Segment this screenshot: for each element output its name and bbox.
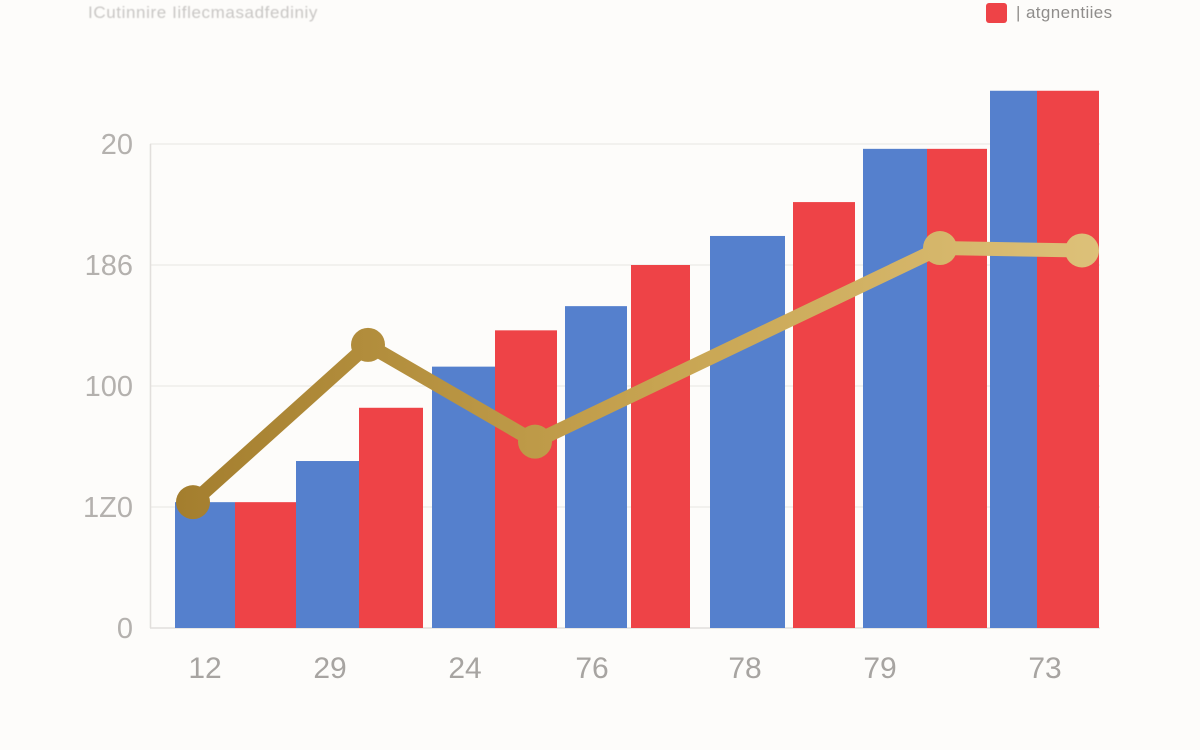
x-axis-tick-label: 24 [448, 652, 481, 685]
x-axis-tick-label: 79 [863, 652, 896, 685]
bar-red-29 [359, 407, 423, 628]
y-axis-tick-label: 0 [117, 613, 133, 645]
bar-blue-29 [296, 461, 359, 628]
y-axis-tick-label: 100 [85, 371, 133, 403]
red-square-icon [986, 3, 1007, 23]
bar-red-78 [793, 202, 855, 628]
y-axis-tick-label: 186 [85, 250, 133, 282]
bar-blue-73 [990, 90, 1037, 628]
bar-blue-78 [710, 235, 785, 628]
x-axis-tick-label: 73 [1028, 652, 1061, 685]
bar-red-73 [1037, 90, 1099, 628]
bar-red-76 [631, 265, 690, 628]
gold-line-marker-1 [351, 327, 385, 362]
gold-line-marker-4 [1065, 233, 1099, 268]
bar-red-24 [495, 330, 557, 628]
bar-blue-12 [175, 502, 235, 628]
y-axis-tick-label: 20 [101, 129, 133, 161]
bar-blue-79 [863, 148, 927, 628]
bar-red-12 [235, 502, 297, 628]
bar-blue-76 [565, 306, 627, 628]
x-axis-tick-label: 76 [575, 652, 608, 685]
gold-line-marker-3 [923, 231, 957, 266]
bar-red-79 [927, 148, 987, 628]
legend-label: | atgnentiies [1016, 3, 1113, 22]
legend: | atgnentiies [986, 3, 1113, 23]
x-axis-tick-label: 29 [313, 652, 346, 685]
chart-title: ICutinnire Iiflecmasadfediniy [88, 3, 318, 22]
gold-line-marker-0 [176, 485, 210, 520]
y-axis-tick-label: 1Z0 [83, 492, 133, 524]
gold-line-marker-2 [518, 424, 552, 459]
x-axis-tick-label: 78 [728, 652, 761, 685]
x-axis-tick-label: 12 [188, 652, 221, 685]
